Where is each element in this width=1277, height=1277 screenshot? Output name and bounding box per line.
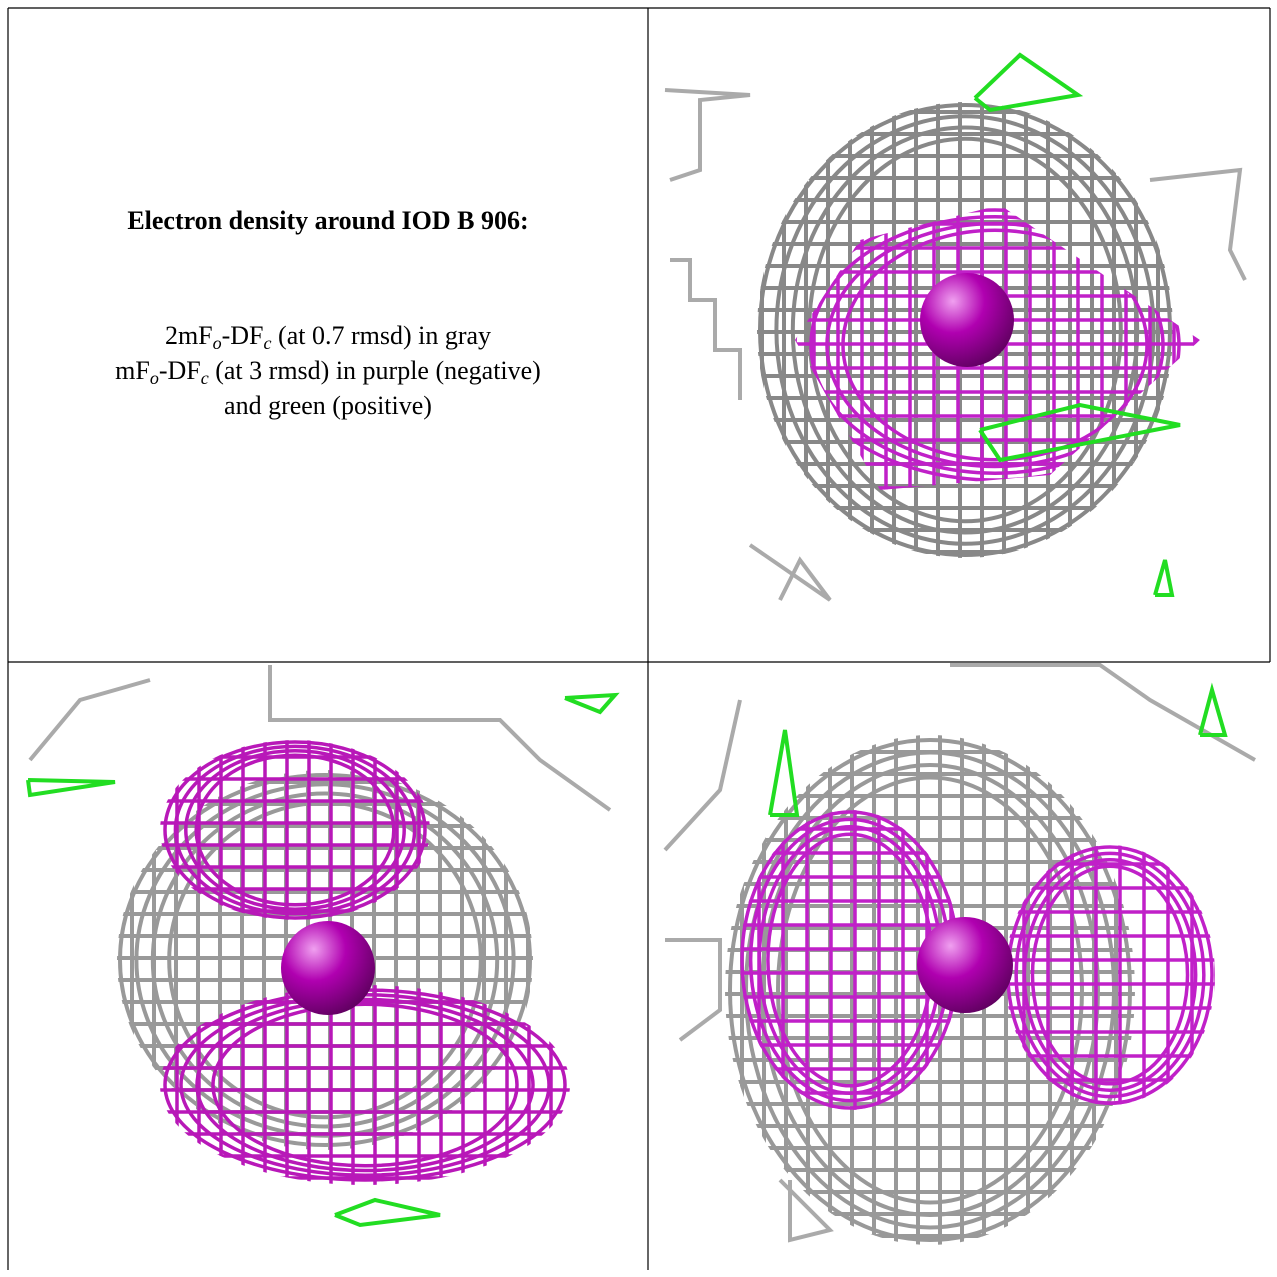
mesh-contour	[841, 228, 1149, 462]
mesh-fragment	[950, 663, 1256, 762]
mesh-fragment	[28, 678, 151, 762]
legend-line: and green (positive)	[224, 391, 432, 420]
mesh-contour	[728, 738, 1132, 1242]
mesh-fragment	[664, 88, 751, 182]
mesh-fragment	[663, 699, 742, 852]
text: -DF	[158, 356, 201, 385]
text: mF	[115, 356, 150, 385]
legend-line: 2mFo-DFc (at 0.7 rmsd) in gray	[8, 318, 648, 353]
mesh-contour	[211, 1002, 519, 1168]
mesh-fragment	[778, 1178, 834, 1243]
mesh-contour	[774, 114, 1156, 546]
mesh-fragment	[1149, 167, 1247, 281]
mesh-contour	[744, 750, 1116, 1230]
atom-sphere	[281, 921, 375, 1015]
mesh-contour	[179, 993, 551, 1177]
mesh-contour	[758, 103, 1172, 557]
mesh-contour	[776, 775, 1084, 1205]
panel-title: Electron density around IOD B 906:	[127, 206, 529, 235]
mesh-contour	[1030, 864, 1190, 1086]
mesh-fragment	[268, 665, 612, 812]
green-mesh	[973, 52, 1084, 113]
density-mesh	[740, 810, 960, 1110]
green-mesh	[26, 778, 116, 798]
mesh-contour	[194, 753, 396, 907]
mesh-contour	[150, 791, 500, 1129]
mesh-contour	[173, 744, 417, 916]
green-mesh	[564, 692, 620, 715]
frame	[7, 7, 1271, 1270]
atom-sphere	[920, 273, 1014, 367]
text: -DF	[221, 321, 264, 350]
mesh-contour	[163, 740, 427, 920]
mesh-contour	[790, 125, 1140, 535]
legend-text: 2mFo-DFc (at 0.7 rmsd) in gray mFo-DFc (…	[8, 318, 648, 423]
green-mesh	[1198, 682, 1228, 737]
mesh-contour	[118, 773, 532, 1147]
subscript: c	[200, 368, 209, 388]
mesh-contour	[1014, 851, 1206, 1099]
mesh-contour	[195, 997, 535, 1173]
subscript: o	[212, 333, 222, 353]
atom-sphere	[917, 917, 1013, 1013]
green-mesh	[978, 402, 1181, 463]
mesh-fragments	[28, 88, 1256, 1243]
positive-density	[26, 52, 1228, 1228]
subscript: o	[149, 368, 159, 388]
subscript: c	[263, 333, 272, 353]
mesh-fragment	[748, 543, 832, 602]
mesh-contour	[163, 988, 567, 1182]
mesh-contour	[184, 749, 406, 911]
green-mesh	[768, 729, 800, 817]
green-mesh	[1153, 559, 1175, 597]
mesh-contour	[825, 221, 1165, 469]
text: (at 0.7 rmsd) in gray	[271, 321, 492, 350]
text: (at 3 rmsd) in purple (negative)	[208, 356, 541, 385]
green-mesh	[334, 1197, 441, 1228]
iodide-atoms	[281, 273, 1014, 1015]
mesh-fragment	[670, 258, 742, 400]
text: 2mF	[164, 321, 213, 350]
mesh-fragment	[665, 938, 722, 1042]
mesh-contour	[1022, 858, 1198, 1092]
legend-line: mFo-DFc (at 3 rmsd) in purple (negative)	[8, 353, 648, 388]
mesh-contour	[807, 136, 1123, 524]
mesh-layer	[28, 88, 1256, 1245]
mesh-contour	[809, 215, 1181, 475]
